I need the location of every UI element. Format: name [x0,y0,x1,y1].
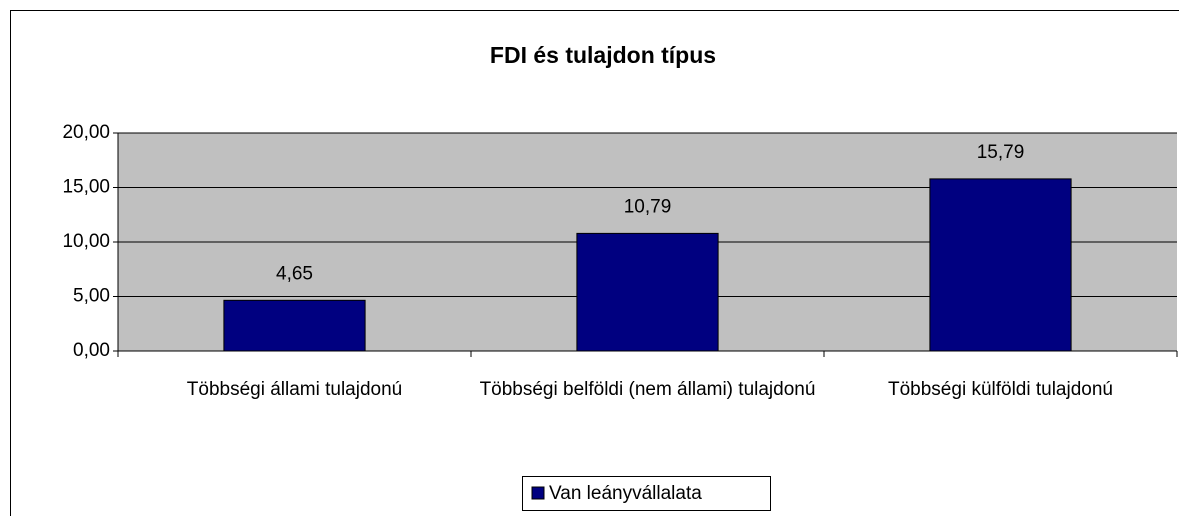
data-label: 4,65 [276,263,313,284]
y-tick-label: 15,00 [62,177,110,198]
y-tick-label: 10,00 [62,231,110,252]
data-label: 15,79 [977,142,1025,163]
x-tick-label: Többségi külföldi tulajdonú [888,379,1113,400]
x-tick-label: Többségi állami tulajdonú [186,379,403,400]
chart-title: FDI és tulajdon típus [490,42,716,68]
y-tick-label: 0,00 [73,340,110,361]
legend-box [522,476,771,511]
y-tick-label: 20,00 [62,122,110,143]
y-tick-label: 5,00 [73,286,110,307]
legend-swatch [531,486,545,500]
bar [576,232,719,352]
x-tick-label: Többségi belföldi (nem állami) tulajdonú [479,379,816,400]
bar [929,178,1072,352]
legend-label: Van leányvállalata [549,483,702,504]
bar [223,299,366,352]
data-label: 10,79 [624,196,672,217]
